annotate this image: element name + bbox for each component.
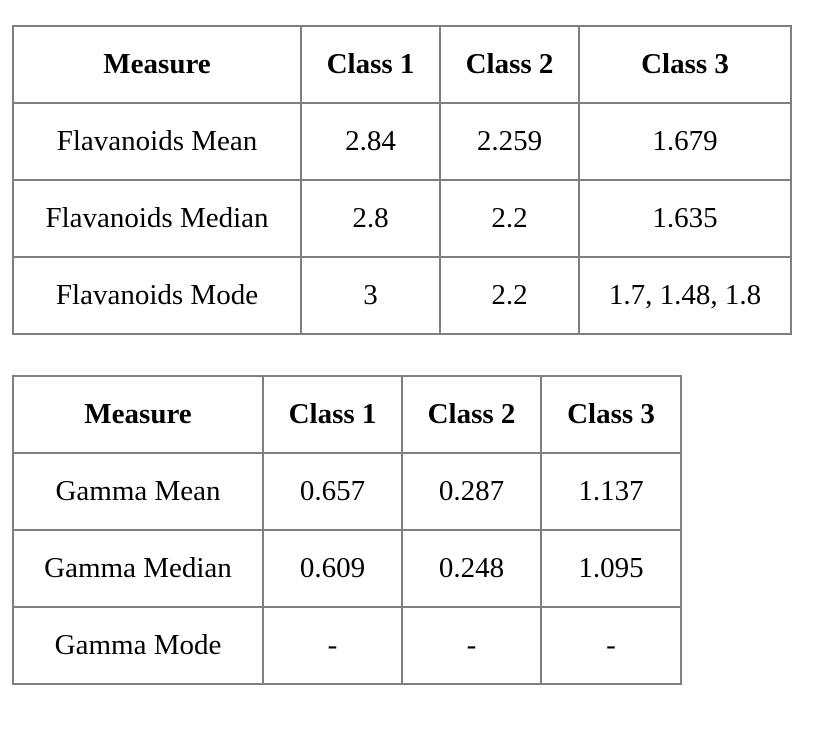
value-cell: 2.84 xyxy=(300,102,441,181)
header-cell-class-1: Class 1 xyxy=(262,375,403,454)
value-cell: - xyxy=(540,606,682,685)
gamma-table: Measure Class 1 Class 2 Class 3 Gamma Me… xyxy=(12,375,682,685)
value-cell: 1.137 xyxy=(540,452,682,531)
value-cell: - xyxy=(262,606,403,685)
header-cell-class-1: Class 1 xyxy=(300,25,441,104)
row-label-cell: Flavanoids Median xyxy=(12,179,302,258)
header-cell-measure: Measure xyxy=(12,25,302,104)
row-label-cell: Gamma Median xyxy=(12,529,264,608)
value-cell: - xyxy=(401,606,542,685)
table-row: Flavanoids Median 2.8 2.2 1.635 xyxy=(12,179,792,258)
value-cell: 0.287 xyxy=(401,452,542,531)
value-cell: 1.679 xyxy=(578,102,792,181)
value-cell: 1.635 xyxy=(578,179,792,258)
table-row: Flavanoids Mode 3 2.2 1.7, 1.48, 1.8 xyxy=(12,256,792,335)
value-cell: 1.7, 1.48, 1.8 xyxy=(578,256,792,335)
row-label-cell: Gamma Mean xyxy=(12,452,264,531)
table-header-row: Measure Class 1 Class 2 Class 3 xyxy=(12,25,792,104)
value-cell: 2.259 xyxy=(439,102,580,181)
row-label-cell: Flavanoids Mean xyxy=(12,102,302,181)
value-cell: 2.2 xyxy=(439,256,580,335)
header-cell-class-2: Class 2 xyxy=(439,25,580,104)
value-cell: 0.609 xyxy=(262,529,403,608)
value-cell: 0.657 xyxy=(262,452,403,531)
table-row: Gamma Mode - - - xyxy=(12,606,682,685)
table-row: Gamma Mean 0.657 0.287 1.137 xyxy=(12,452,682,531)
flavanoids-table: Measure Class 1 Class 2 Class 3 Flavanoi… xyxy=(12,25,792,335)
value-cell: 2.8 xyxy=(300,179,441,258)
header-cell-class-3: Class 3 xyxy=(578,25,792,104)
header-cell-measure: Measure xyxy=(12,375,264,454)
value-cell: 0.248 xyxy=(401,529,542,608)
row-label-cell: Gamma Mode xyxy=(12,606,264,685)
table-row: Gamma Median 0.609 0.248 1.095 xyxy=(12,529,682,608)
value-cell: 2.2 xyxy=(439,179,580,258)
value-cell: 3 xyxy=(300,256,441,335)
header-cell-class-2: Class 2 xyxy=(401,375,542,454)
table-header-row: Measure Class 1 Class 2 Class 3 xyxy=(12,375,682,454)
row-label-cell: Flavanoids Mode xyxy=(12,256,302,335)
value-cell: 1.095 xyxy=(540,529,682,608)
header-cell-class-3: Class 3 xyxy=(540,375,682,454)
table-row: Flavanoids Mean 2.84 2.259 1.679 xyxy=(12,102,792,181)
